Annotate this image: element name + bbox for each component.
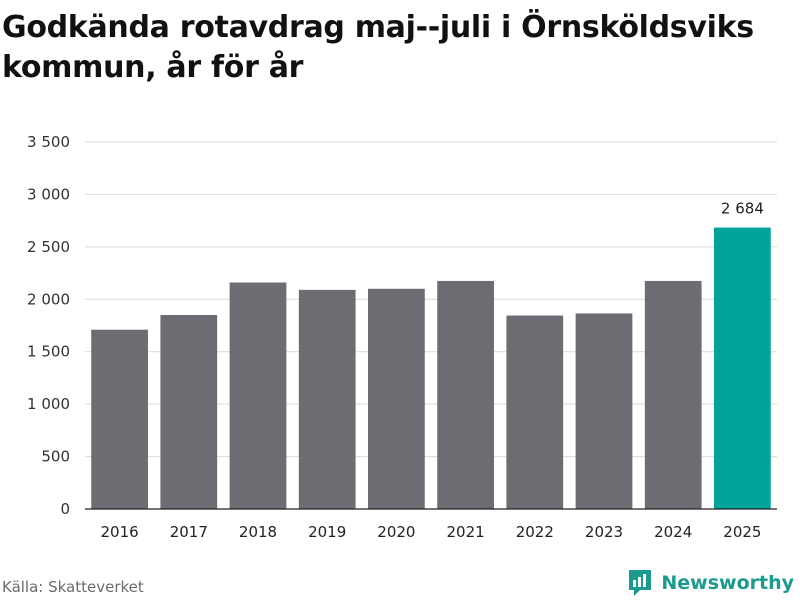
bars	[91, 227, 771, 510]
bar-2024	[644, 280, 702, 509]
brand-logo: Newsworthy	[627, 568, 794, 598]
source-note: Källa: Skatteverket	[2, 578, 144, 596]
y-tick-label: 2 500	[27, 238, 70, 256]
bar-2025	[714, 227, 771, 510]
x-tick-label: 2020	[377, 523, 415, 541]
bar-2018	[229, 282, 287, 509]
x-tick-label: 2016	[101, 523, 139, 541]
y-tick-label: 1 000	[27, 395, 70, 413]
x-tick-label: 2021	[447, 523, 485, 541]
bar-2016	[91, 329, 148, 509]
y-tick-label: 3 500	[27, 133, 70, 151]
bar-2020	[368, 288, 425, 509]
bar-2021	[437, 280, 494, 509]
bar-2019	[298, 289, 356, 509]
x-tick-label: 2023	[585, 523, 623, 541]
x-axis: 2016 2017 2018 2019 2020 2021 2022 2023 2024 2025	[85, 508, 777, 541]
bar-chart: 2 684 0 500 1 000 1 500 2 000 2 500 3 000 3 500…	[27, 133, 777, 541]
bar-2022	[506, 315, 564, 509]
bar-2023	[575, 313, 633, 509]
y-tick-label: 3 000	[27, 185, 70, 203]
chart-title: Godkända rotavdrag maj--juli i Örnskölds…	[2, 10, 754, 85]
y-tick-label: 1 500	[27, 343, 70, 361]
x-tick-label: 2025	[723, 523, 761, 541]
y-tick-label: 500	[41, 448, 70, 466]
data-label: 2 684	[721, 200, 764, 218]
x-tick-label: 2024	[654, 523, 692, 541]
x-tick-label: 2018	[239, 523, 277, 541]
y-tick-label: 2 000	[27, 290, 70, 308]
bar-2017	[160, 315, 218, 509]
newsworthy-logo-icon	[629, 570, 652, 596]
brand-name: Newsworthy	[661, 572, 794, 594]
x-tick-label: 2017	[170, 523, 208, 541]
x-tick-label: 2019	[308, 523, 346, 541]
x-tick-label: 2022	[516, 523, 554, 541]
y-tick-label: 0	[60, 500, 70, 518]
data-labels: 2 684	[721, 200, 764, 218]
y-axis: 0 500 1 000 1 500 2 000 2 500 3 000 3 500	[27, 133, 70, 518]
